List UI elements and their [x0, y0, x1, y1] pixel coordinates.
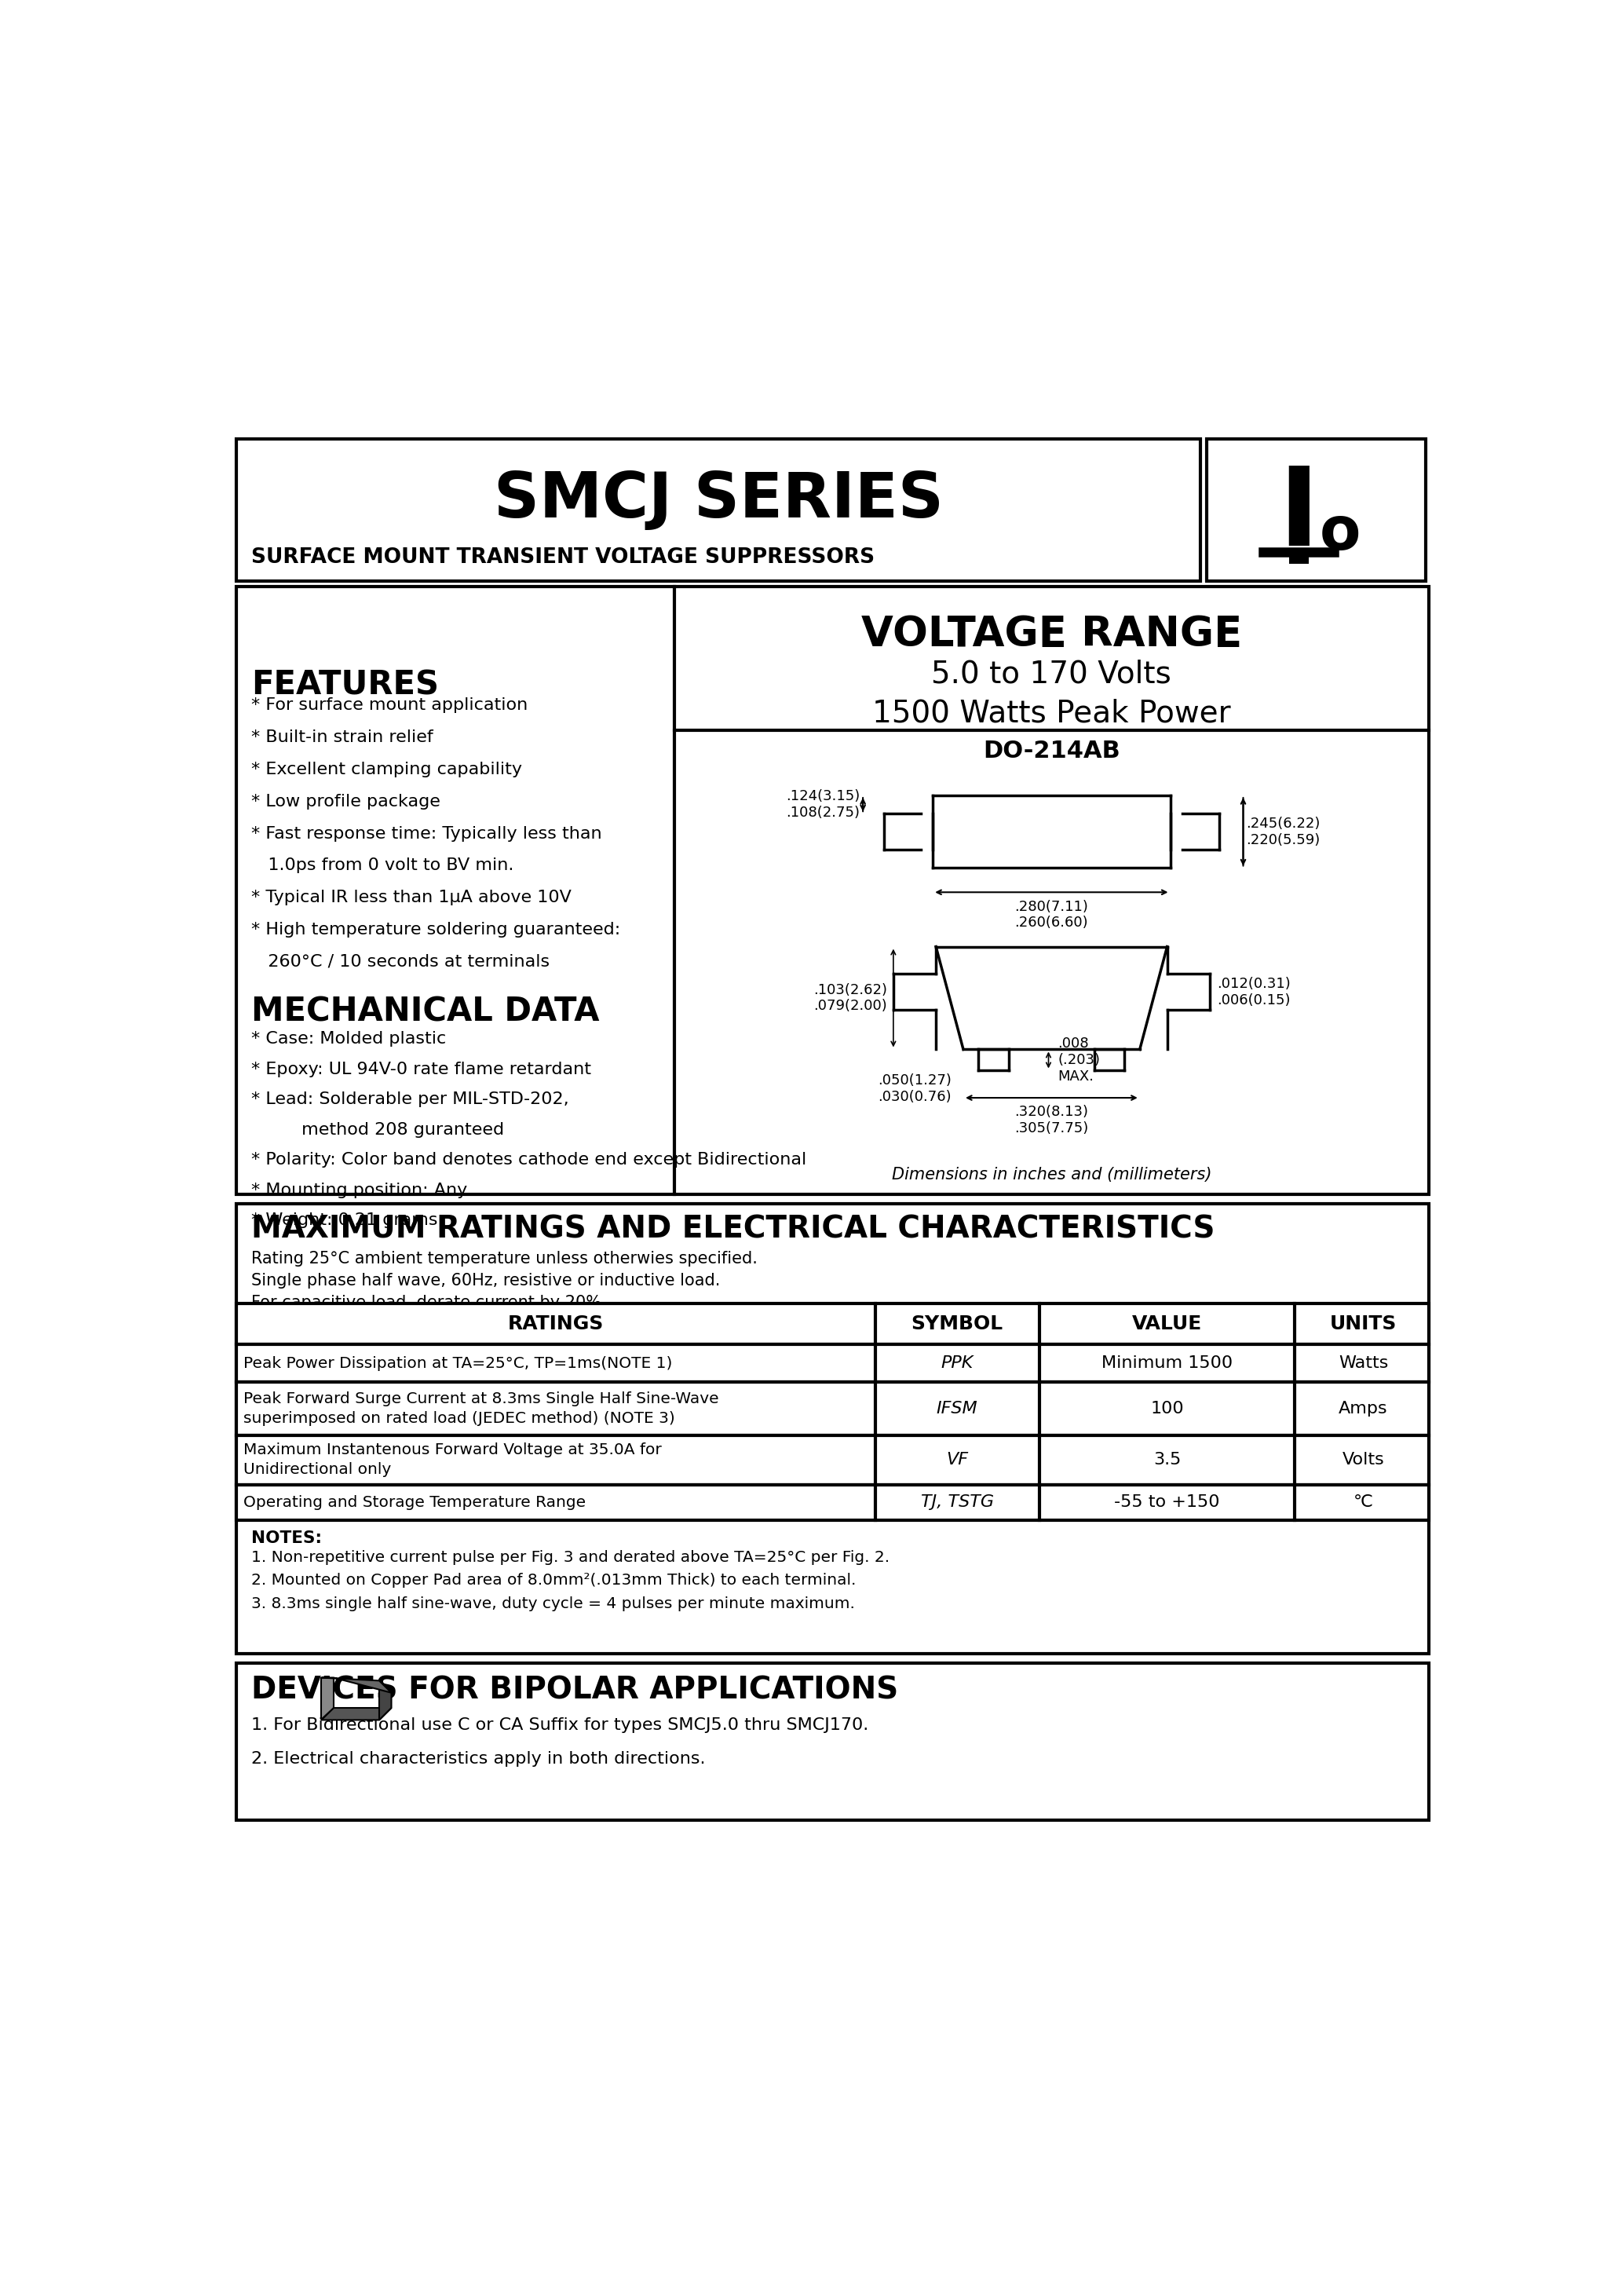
- Text: method 208 guranteed: method 208 guranteed: [251, 1123, 504, 1139]
- Text: TJ, TSTG: TJ, TSTG: [921, 1495, 994, 1511]
- Text: * Weight: 0.21 grams: * Weight: 0.21 grams: [251, 1212, 438, 1228]
- Text: .280(7.11)
.260(6.60): .280(7.11) .260(6.60): [1015, 900, 1088, 930]
- Bar: [237, 1435, 1429, 1486]
- Text: I: I: [1278, 464, 1319, 569]
- Text: 1.0ps from 0 volt to BV min.: 1.0ps from 0 volt to BV min.: [251, 859, 514, 872]
- Text: * Typical IR less than 1μA above 10V: * Typical IR less than 1μA above 10V: [251, 891, 571, 905]
- Text: ℃: ℃: [1353, 1495, 1374, 1511]
- Text: DEVICES FOR BIPOLAR APPLICATIONS: DEVICES FOR BIPOLAR APPLICATIONS: [251, 1676, 899, 1706]
- Text: MAXIMUM RATINGS AND ELECTRICAL CHARACTERISTICS: MAXIMUM RATINGS AND ELECTRICAL CHARACTER…: [251, 1215, 1215, 1244]
- Text: .124(3.15)
.108(2.75): .124(3.15) .108(2.75): [787, 790, 860, 820]
- Bar: [237, 1345, 1429, 1382]
- Text: Volts: Volts: [1343, 1451, 1385, 1467]
- Text: 2. Electrical characteristics apply in both directions.: 2. Electrical characteristics apply in b…: [251, 1752, 706, 1766]
- Text: RATINGS: RATINGS: [508, 1316, 603, 1334]
- Text: 2. Mounted on Copper Pad area of 8.0mm²(.013mm Thick) to each terminal.: 2. Mounted on Copper Pad area of 8.0mm²(…: [251, 1573, 856, 1589]
- Text: * Excellent clamping capability: * Excellent clamping capability: [251, 762, 522, 778]
- Polygon shape: [380, 1681, 391, 1720]
- Text: .008
(.203)
MAX.: .008 (.203) MAX.: [1058, 1035, 1100, 1084]
- Text: -55 to +150: -55 to +150: [1114, 1495, 1220, 1511]
- Text: Operating and Storage Temperature Range: Operating and Storage Temperature Range: [243, 1495, 586, 1511]
- Bar: [1207, 439, 1426, 581]
- Bar: [1289, 553, 1309, 565]
- Text: * Lead: Solderable per MIL-STD-202,: * Lead: Solderable per MIL-STD-202,: [251, 1093, 569, 1107]
- Polygon shape: [321, 1708, 391, 1720]
- Text: DO-214AB: DO-214AB: [983, 739, 1121, 762]
- Text: 3. 8.3ms single half sine-wave, duty cycle = 4 pulses per minute maximum.: 3. 8.3ms single half sine-wave, duty cyc…: [251, 1596, 855, 1612]
- Bar: [237, 1662, 1429, 1821]
- Text: SMCJ SERIES: SMCJ SERIES: [493, 468, 944, 530]
- Text: NOTES:: NOTES:: [251, 1531, 323, 1548]
- Text: Amps: Amps: [1338, 1401, 1388, 1417]
- Text: Minimum 1500: Minimum 1500: [1101, 1355, 1233, 1371]
- Text: .012(0.31)
.006(0.15): .012(0.31) .006(0.15): [1216, 976, 1291, 1008]
- Bar: [237, 439, 1200, 581]
- Text: MECHANICAL DATA: MECHANICAL DATA: [251, 994, 600, 1029]
- Text: .245(6.22)
.220(5.59): .245(6.22) .220(5.59): [1246, 817, 1320, 847]
- Text: o: o: [1319, 503, 1361, 563]
- Text: 1. For Bidirectional use C or CA Suffix for types SMCJ5.0 thru SMCJ170.: 1. For Bidirectional use C or CA Suffix …: [251, 1717, 869, 1733]
- Text: Maximum Instantenous Forward Voltage at 35.0A for
Unidirectional only: Maximum Instantenous Forward Voltage at …: [243, 1442, 662, 1476]
- Bar: [237, 1382, 1429, 1435]
- Text: Peak Forward Surge Current at 8.3ms Single Half Sine-Wave
superimposed on rated : Peak Forward Surge Current at 8.3ms Sing…: [243, 1391, 719, 1426]
- Text: SYMBOL: SYMBOL: [912, 1316, 1002, 1334]
- Text: FEATURES: FEATURES: [251, 668, 440, 703]
- Text: * Mounting position: Any: * Mounting position: Any: [251, 1182, 467, 1199]
- Text: 3.5: 3.5: [1153, 1451, 1181, 1467]
- Text: .320(8.13)
.305(7.75): .320(8.13) .305(7.75): [1014, 1104, 1088, 1137]
- Text: UNITS: UNITS: [1330, 1316, 1397, 1334]
- Text: VOLTAGE RANGE: VOLTAGE RANGE: [861, 613, 1242, 654]
- Text: 5.0 to 170 Volts: 5.0 to 170 Volts: [931, 659, 1171, 689]
- Bar: [237, 1304, 1429, 1345]
- Text: Rating 25°C ambient temperature unless otherwies specified.
Single phase half wa: Rating 25°C ambient temperature unless o…: [251, 1251, 757, 1311]
- Text: Peak Power Dissipation at TA=25°C, TP=1ms(NOTE 1): Peak Power Dissipation at TA=25°C, TP=1m…: [243, 1355, 673, 1371]
- Text: * Epoxy: UL 94V-0 rate flame retardant: * Epoxy: UL 94V-0 rate flame retardant: [251, 1061, 592, 1077]
- Text: SURFACE MOUNT TRANSIENT VOLTAGE SUPPRESSORS: SURFACE MOUNT TRANSIENT VOLTAGE SUPPRESS…: [251, 546, 874, 567]
- Text: * Case: Molded plastic: * Case: Molded plastic: [251, 1031, 446, 1047]
- Text: Watts: Watts: [1338, 1355, 1388, 1371]
- Text: * Low profile package: * Low profile package: [251, 794, 441, 810]
- Bar: [237, 1203, 1429, 1653]
- Text: 1500 Watts Peak Power: 1500 Watts Peak Power: [873, 698, 1231, 728]
- Text: * Built-in strain relief: * Built-in strain relief: [251, 730, 433, 746]
- Text: VF: VF: [946, 1451, 968, 1467]
- Polygon shape: [321, 1678, 391, 1692]
- Text: 100: 100: [1150, 1401, 1184, 1417]
- Text: 1. Non-repetitive current pulse per Fig. 3 and derated above TA=25°C per Fig. 2.: 1. Non-repetitive current pulse per Fig.…: [251, 1550, 890, 1566]
- Text: .103(2.62)
.079(2.00): .103(2.62) .079(2.00): [814, 983, 887, 1013]
- Text: * Polarity: Color band denotes cathode end except Bidirectional: * Polarity: Color band denotes cathode e…: [251, 1153, 806, 1169]
- Text: * High temperature soldering guaranteed:: * High temperature soldering guaranteed:: [251, 923, 621, 937]
- Text: VALUE: VALUE: [1132, 1316, 1202, 1334]
- Bar: [237, 1486, 1429, 1520]
- Text: Dimensions in inches and (millimeters): Dimensions in inches and (millimeters): [892, 1166, 1212, 1182]
- Text: PPK: PPK: [941, 1355, 973, 1371]
- Text: .050(1.27)
.030(0.76): .050(1.27) .030(0.76): [878, 1075, 950, 1104]
- Text: IFSM: IFSM: [936, 1401, 978, 1417]
- Text: * For surface mount application: * For surface mount application: [251, 698, 529, 714]
- Polygon shape: [321, 1678, 334, 1720]
- Text: * Fast response time: Typically less than: * Fast response time: Typically less tha…: [251, 827, 602, 840]
- Text: 260°C / 10 seconds at terminals: 260°C / 10 seconds at terminals: [251, 953, 550, 969]
- Bar: [237, 588, 1429, 1194]
